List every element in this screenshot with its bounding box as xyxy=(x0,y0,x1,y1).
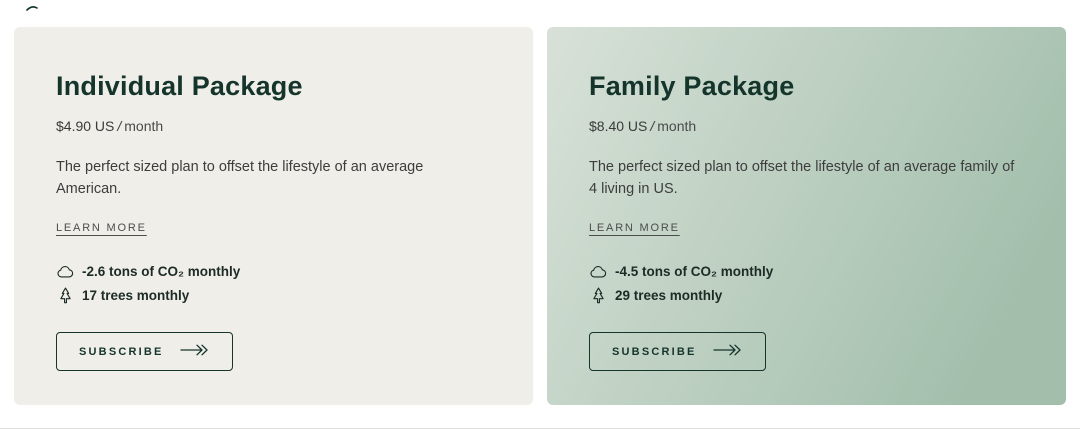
stats-list: -4.5 tons of CO₂ monthly 29 trees monthl… xyxy=(589,264,773,304)
stat-trees: 17 trees monthly xyxy=(56,287,240,304)
price-divider: / xyxy=(117,118,122,134)
card-price: $4.90 US / month xyxy=(56,118,163,134)
card-price: $8.40 US / month xyxy=(589,118,696,134)
price-period: month xyxy=(124,118,164,134)
stat-co2: -4.5 tons of CO₂ monthly xyxy=(589,264,773,279)
stat-label: 17 trees monthly xyxy=(82,288,190,303)
stat-label: -2.6 tons of CO₂ monthly xyxy=(82,264,241,279)
subscribe-button[interactable]: SUBSCRIBE xyxy=(56,332,233,371)
cloud-icon xyxy=(589,265,607,279)
stats-list: -2.6 tons of CO₂ monthly 17 trees monthl… xyxy=(56,264,240,304)
arrow-right-icon xyxy=(179,344,210,359)
price-amount: $4.90 US xyxy=(56,118,115,134)
subscribe-label: SUBSCRIBE xyxy=(79,345,164,358)
card-title: Individual Package xyxy=(56,71,303,101)
stat-co2: -2.6 tons of CO₂ monthly xyxy=(56,264,240,279)
card-description: The perfect sized plan to offset the lif… xyxy=(56,159,424,198)
subscribe-label: SUBSCRIBE xyxy=(612,345,697,358)
pricing-section: Individual Package $4.90 US / month The pe… xyxy=(14,27,1066,405)
cloud-icon xyxy=(56,265,74,279)
tree-icon xyxy=(56,287,74,304)
price-amount: $8.40 US xyxy=(589,118,648,134)
card-description: The perfect sized plan to offset the lif… xyxy=(589,159,1015,198)
price-divider: / xyxy=(650,118,655,134)
pricing-card-family: Family Package $8.40 US / month The perfec… xyxy=(547,27,1066,405)
learn-more-link[interactable]: LEARN MORE xyxy=(56,222,147,234)
stat-label: 29 trees monthly xyxy=(615,288,723,303)
price-period: month xyxy=(657,118,697,134)
subscribe-button[interactable]: SUBSCRIBE xyxy=(589,332,766,371)
corner-mark-icon xyxy=(26,6,38,11)
tree-icon xyxy=(589,287,607,304)
learn-more-link[interactable]: LEARN MORE xyxy=(589,222,680,234)
stat-trees: 29 trees monthly xyxy=(589,287,773,304)
stat-label: -4.5 tons of CO₂ monthly xyxy=(615,264,774,279)
corner-logo-mark xyxy=(26,5,38,11)
pricing-card-individual: Individual Package $4.90 US / month The pe… xyxy=(14,27,533,405)
card-title: Family Package xyxy=(589,71,795,101)
arrow-right-icon xyxy=(712,344,743,359)
